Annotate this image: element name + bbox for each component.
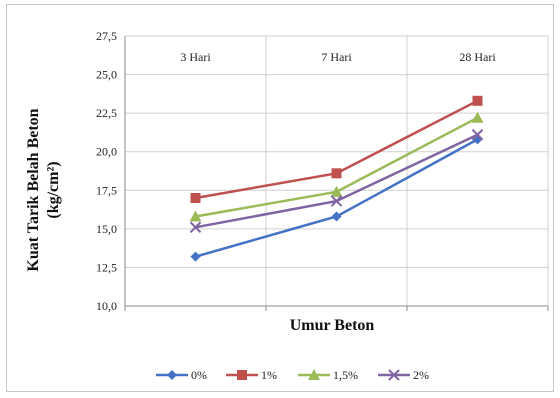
data-point xyxy=(190,251,201,262)
data-point xyxy=(471,129,484,141)
category-label: 3 Hari xyxy=(180,50,211,64)
data-point xyxy=(471,111,484,123)
data-point xyxy=(330,185,343,197)
data-point xyxy=(189,210,202,222)
legend-marker xyxy=(388,369,400,381)
series-1pct xyxy=(190,95,483,203)
x-axis-title: Umur Beton xyxy=(290,317,375,334)
y-tick-label: 10,0 xyxy=(96,299,117,313)
legend-marker xyxy=(237,370,247,380)
series-line xyxy=(195,99,479,200)
series-layer xyxy=(189,95,484,262)
data-point xyxy=(331,168,342,179)
data-point xyxy=(330,195,343,207)
chart-frame xyxy=(6,4,554,392)
series-line xyxy=(195,138,479,258)
y-tick-label: 25,0 xyxy=(96,68,117,82)
y-axis-title-line1: Kuat Tarik Belah Beton xyxy=(25,108,42,271)
data-point xyxy=(190,193,201,203)
y-tick-label: 27,5 xyxy=(96,29,117,43)
y-tick-label: 22,5 xyxy=(96,106,117,120)
series-0pct xyxy=(190,134,483,262)
y-tick-label: 15,0 xyxy=(96,222,117,236)
legend-entry: 0% xyxy=(156,368,207,382)
legend-label: 1% xyxy=(261,368,277,382)
y-tick-label: 17,5 xyxy=(96,183,117,197)
legend-label: 0% xyxy=(191,368,207,382)
category-label: 28 Hari xyxy=(459,50,496,64)
data-point xyxy=(472,95,483,106)
series-1-5pct xyxy=(189,111,484,222)
data-point xyxy=(189,221,202,234)
legend-entry: 1% xyxy=(226,368,277,382)
legend-entry: 2% xyxy=(378,368,429,382)
legend-label: 2% xyxy=(413,368,429,382)
legend-marker xyxy=(308,369,320,380)
legend-entry: 1,5% xyxy=(298,368,358,382)
legend-label: 1,5% xyxy=(333,368,358,382)
y-tick-labels: 10,0 12,5 15,0 17,5 20,0 22,5 25,0 27,5 xyxy=(96,29,117,313)
legend: 0% 1% 1,5% 2% xyxy=(156,368,429,382)
legend-marker xyxy=(167,370,177,380)
category-labels: 3 Hari 7 Hari 28 Hari xyxy=(180,50,496,64)
series-2pct xyxy=(189,129,484,234)
y-tick-label: 20,0 xyxy=(96,145,117,159)
y-tick-label: 12,5 xyxy=(96,260,117,274)
y-axis-title-line2: (kg/cm²) xyxy=(45,161,62,218)
category-label: 7 Hari xyxy=(321,50,352,64)
data-point xyxy=(331,211,342,222)
